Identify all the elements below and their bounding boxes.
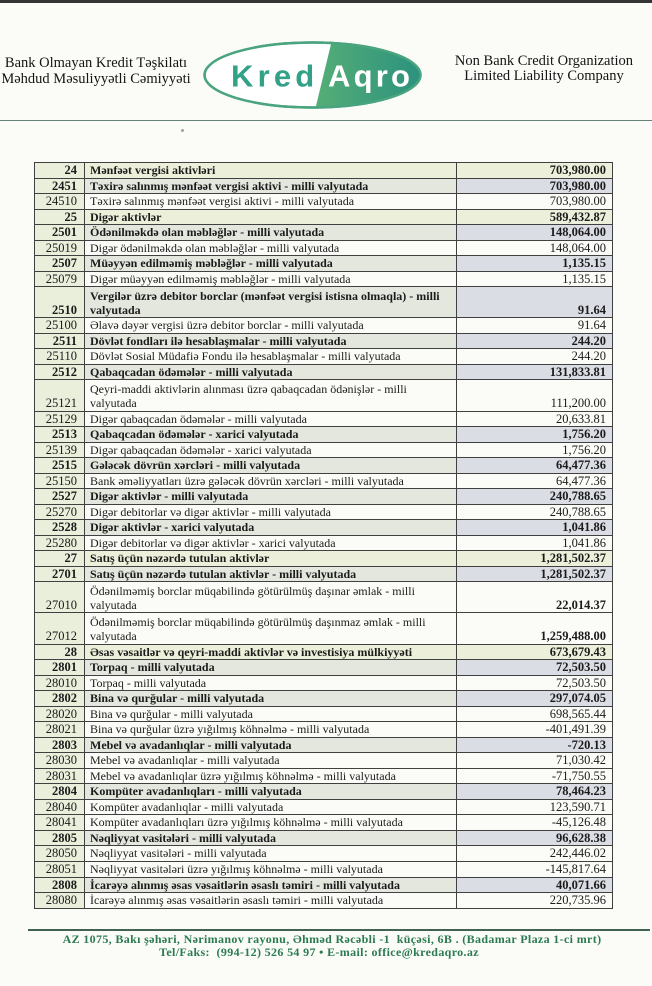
svg-text:Aqro: Aqro bbox=[328, 59, 413, 94]
svg-text:Kred: Kred bbox=[231, 59, 318, 94]
